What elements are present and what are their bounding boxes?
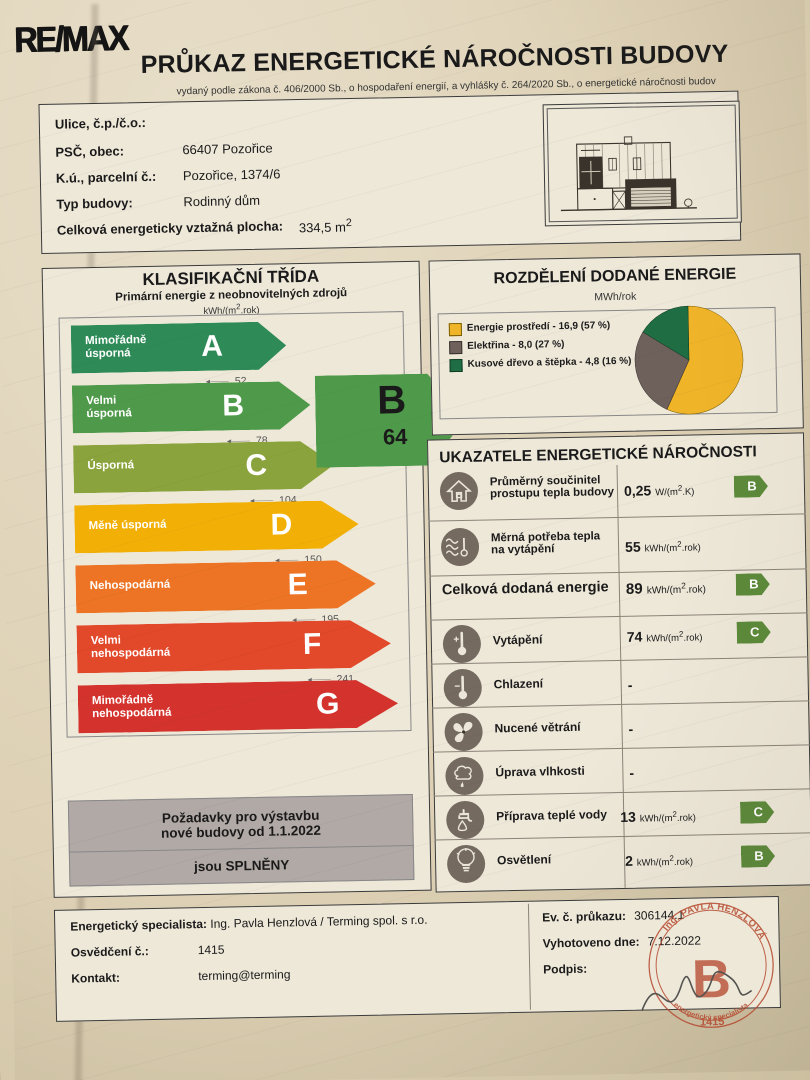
svg-text:Ing. PAVLA HENZLOVÁ: Ing. PAVLA HENZLOVÁ: [660, 900, 768, 943]
svg-text:1415: 1415: [700, 1016, 725, 1028]
